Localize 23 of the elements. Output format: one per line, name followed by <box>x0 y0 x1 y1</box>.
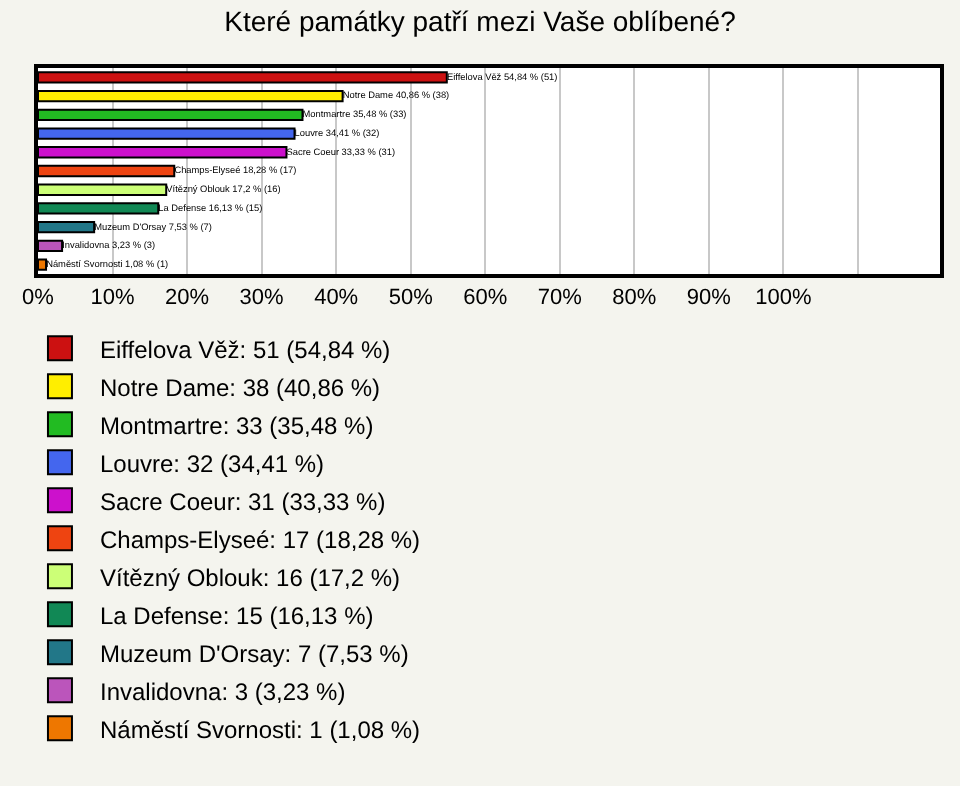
x-tick-label: 20% <box>165 286 210 311</box>
x-tick-label: 10% <box>90 286 135 311</box>
x-tick-label: 50% <box>388 286 434 311</box>
legend-label: La Defense: 15 (16,13 %) <box>99 601 374 630</box>
x-tick-label: 90% <box>686 286 732 311</box>
legend-label: Vítězný Oblouk: 16 (17,2 %) <box>99 563 401 592</box>
chart-title: Které památky patří mezi Vaše oblíbené? <box>224 5 737 38</box>
x-tick-label: 0% <box>22 286 55 311</box>
x-tick-label: 40% <box>314 286 359 311</box>
legend-label: Louvre: 32 (34,41 %) <box>99 449 325 478</box>
x-tick-label: 30% <box>239 286 285 311</box>
legend-label: Champs-Elyseé: 17 (18,28 %) <box>99 525 421 554</box>
legend-label: Eiffelova Věž: 51 (54,84 %) <box>99 335 391 364</box>
legend-label: Montmartre: 33 (35,48 %) <box>99 411 374 440</box>
x-tick-label: 80% <box>612 286 657 311</box>
x-tick-label: 100% <box>755 286 813 311</box>
legend-label: Invalidovna: 3 (3,23 %) <box>99 677 346 706</box>
x-tick-label: 60% <box>463 286 508 311</box>
legend-label: Náměstí Svornosti: 1 (1,08 %) <box>99 715 421 744</box>
x-tick-label: 70% <box>537 286 583 311</box>
legend-label: Muzeum D'Orsay: 7 (7,53 %) <box>99 639 409 668</box>
legend-label: Sacre Coeur: 31 (33,33 %) <box>99 487 386 516</box>
legend-label: Notre Dame: 38 (40,86 %) <box>99 373 381 402</box>
